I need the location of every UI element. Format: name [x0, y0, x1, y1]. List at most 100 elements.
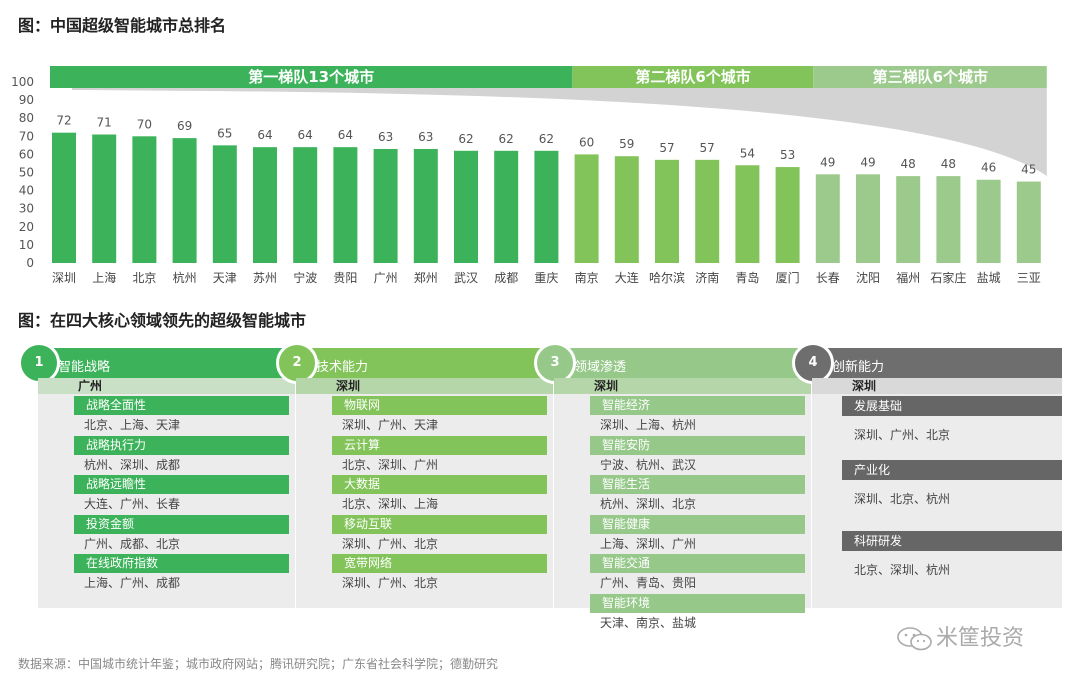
bar	[655, 159, 679, 263]
tier-label: 第二梯队6个城市	[635, 68, 750, 86]
panel-title: 创新能力	[832, 360, 885, 375]
bar	[976, 179, 1001, 263]
bar-value-label: 65	[217, 126, 232, 140]
tier-banner	[813, 66, 1047, 88]
y-tick-label: 40	[19, 184, 34, 198]
panel-title: 领域渗透	[574, 360, 627, 375]
y-tick-label: 10	[19, 238, 34, 252]
chart-title: 图：中国超级智能城市总排名	[18, 16, 227, 35]
category-label: 南京	[575, 270, 599, 285]
y-tick-label: 80	[19, 111, 34, 125]
category-label: 盐城	[977, 271, 1001, 285]
domain-subitem-cities: 广州、成都、北京	[84, 536, 181, 551]
category-label: 大连	[615, 270, 639, 285]
y-tick-label: 50	[19, 166, 34, 180]
leading-city: 广州	[38, 378, 295, 394]
bar-value-label: 57	[700, 141, 715, 155]
bar	[896, 176, 921, 263]
bar	[534, 150, 559, 263]
domain-subitem-header: 发展基础	[842, 396, 1062, 416]
y-tick-label: 0	[26, 256, 34, 270]
bar	[212, 145, 237, 263]
bar	[494, 150, 519, 263]
bar-value-label: 59	[619, 137, 634, 151]
panel-header: 创新能力	[800, 348, 1062, 378]
domain-subitem-header: 宽带网络	[332, 554, 547, 573]
bar-value-label: 64	[257, 128, 272, 142]
bar	[413, 148, 438, 263]
leading-city: 深圳	[554, 378, 811, 394]
bar	[695, 159, 720, 263]
domain-subitem-header: 物联网	[332, 396, 547, 415]
bar-value-label: 71	[97, 115, 112, 129]
domain-subitem-cities: 深圳、北京、杭州	[854, 492, 951, 506]
bar	[614, 156, 639, 263]
panel-title: 技术能力	[316, 360, 369, 375]
category-label: 石家庄	[930, 270, 966, 285]
section2-title: 图：在四大核心领域领先的超级智能城市	[18, 311, 307, 330]
domain-subitem-header: 战略远瞻性	[74, 475, 289, 494]
category-label: 哈尔滨	[649, 270, 685, 285]
panel-number: 1	[18, 342, 60, 384]
category-label: 三亚	[1017, 271, 1041, 285]
bar	[92, 134, 117, 263]
source-note: 数据来源：中国城市统计年鉴；城市政府网站；腾讯研究院；广东省社会科学院；德勤研究	[18, 657, 499, 671]
bar-value-label: 53	[780, 148, 795, 162]
domain-subitem-cities: 广州、青岛、贵阳	[600, 576, 697, 590]
bar-value-label: 63	[378, 130, 393, 144]
bar	[132, 136, 157, 263]
domain-subitem-header: 云计算	[332, 435, 547, 455]
domain-subitem-header: 产业化	[842, 460, 1062, 480]
y-tick-label: 90	[19, 93, 34, 107]
bar	[253, 147, 277, 263]
y-tick-label: 70	[19, 129, 34, 143]
tier-label: 第三梯队6个城市	[873, 68, 988, 86]
bar	[293, 147, 318, 263]
domain-subitem-header: 智能交通	[590, 554, 805, 573]
category-label: 郑州	[414, 270, 438, 285]
domain-subitem-cities: 深圳、广州、北京	[342, 536, 439, 551]
bar	[936, 176, 961, 263]
bar	[815, 174, 840, 263]
bar-value-label: 62	[539, 132, 554, 146]
domain-subitem-cities: 上海、广州、成都	[84, 576, 181, 590]
bar-value-label: 46	[981, 161, 996, 175]
domain-subitem-cities: 北京、深圳、杭州	[854, 563, 951, 577]
y-tick-label: 100	[11, 75, 34, 89]
y-tick-label: 30	[19, 202, 34, 216]
category-label: 济南	[695, 270, 719, 285]
brand-name: 米筐投资	[936, 626, 1025, 651]
domain-subitem-cities: 宁波、杭州、武汉	[600, 457, 697, 472]
domain-subitem-header: 大数据	[332, 475, 547, 494]
panel-header: 领域渗透	[542, 348, 811, 378]
panel-title: 智能战略	[58, 360, 111, 375]
domain-subitem-cities: 上海、深圳、广州	[600, 536, 697, 551]
leading-city: 深圳	[812, 378, 1062, 394]
bar-value-label: 64	[298, 128, 313, 142]
bar	[775, 167, 800, 263]
category-label: 重庆	[534, 271, 558, 285]
bar-value-label: 48	[901, 157, 916, 171]
bar-value-label: 72	[56, 114, 71, 128]
category-label: 成都	[494, 271, 518, 285]
tier-label: 第一梯队13个城市	[248, 68, 374, 86]
tier-banner	[572, 66, 814, 88]
bar	[373, 148, 398, 263]
bar-value-label: 69	[177, 119, 192, 133]
tier-banner	[50, 66, 573, 88]
category-label: 天津	[213, 271, 237, 285]
y-tick-label: 60	[19, 147, 34, 161]
category-label: 武汉	[454, 271, 478, 285]
category-label: 北京	[132, 271, 156, 285]
bar-value-label: 49	[860, 155, 875, 169]
bar-value-label: 62	[499, 132, 514, 146]
category-label: 深圳	[52, 271, 76, 285]
domain-subitem-header: 智能环境	[590, 593, 805, 613]
domain-subitem-header: 智能经济	[590, 396, 805, 415]
bar-value-label: 62	[458, 132, 473, 146]
bar	[574, 154, 599, 263]
bar-value-label: 64	[338, 128, 353, 142]
bar	[856, 174, 880, 263]
panel-number: 4	[792, 342, 834, 384]
ranking-bar-chart: 0 10 20 30 40 50 60 70 80 90 100 第一梯队13个城市 第二梯队6个城市 第…	[11, 66, 1047, 285]
